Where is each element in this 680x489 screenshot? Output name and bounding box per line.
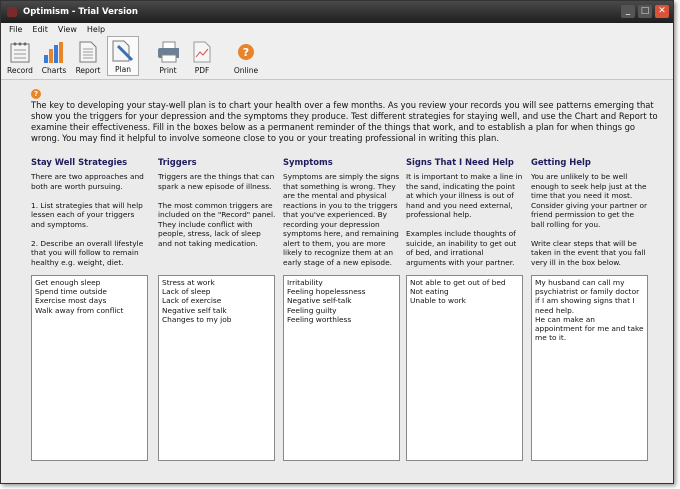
online-help-icon: ? <box>235 40 257 64</box>
menu-help[interactable]: Help <box>86 25 106 34</box>
column-description: Symptoms are simply the signs that somet… <box>283 172 400 267</box>
record-icon <box>9 40 31 64</box>
menu-edit[interactable]: Edit <box>32 25 48 34</box>
pdf-icon <box>191 40 213 64</box>
plan-button[interactable]: Plan <box>107 36 139 76</box>
online-label: Online <box>233 66 259 75</box>
close-button[interactable]: ✕ <box>655 5 669 18</box>
online-button[interactable]: ? Online <box>231 36 261 76</box>
column-stay-well: Stay Well Strategies There are two approa… <box>31 157 149 267</box>
column-title: Symptoms <box>283 157 333 167</box>
toolbar: Record Charts Report Plan Print PDF ? On… <box>1 36 673 80</box>
column-title: Stay Well Strategies <box>31 157 128 167</box>
menu-bar: File Edit View Help <box>1 23 673 36</box>
charts-icon <box>43 40 65 64</box>
column-description: There are two approaches and both are wo… <box>31 172 144 267</box>
column-getting-help: Getting Help You are unlikely to be well … <box>531 157 649 267</box>
menu-file[interactable]: File <box>9 25 23 34</box>
help-icon[interactable]: ? <box>31 89 41 99</box>
print-icon <box>157 40 179 64</box>
column-description: You are unlikely to be well enough to se… <box>531 172 648 267</box>
report-icon <box>77 40 99 64</box>
intro-text: The key to developing your stay-well pla… <box>31 100 658 143</box>
menu-view[interactable]: View <box>57 25 77 34</box>
record-button[interactable]: Record <box>5 36 35 76</box>
title-bar: Optimism - Trial Version _ □ ✕ <box>1 1 673 23</box>
column-title: Signs That I Need Help <box>406 157 514 167</box>
column-description: Triggers are the things that can spark a… <box>158 172 276 248</box>
pdf-label: PDF <box>194 66 210 75</box>
triggers-textarea[interactable]: Stress at work Lack of sleep Lack of exe… <box>158 275 275 461</box>
svg-text:?: ? <box>243 46 249 59</box>
getting-help-textarea[interactable]: My husband can call my psychiatrist or f… <box>531 275 648 461</box>
stay-well-strategies-textarea[interactable]: Get enough sleep Spend time outside Exer… <box>31 275 148 461</box>
report-button[interactable]: Report <box>73 36 103 76</box>
print-button[interactable]: Print <box>153 36 183 76</box>
plan-panel: ? The key to developing your stay-well p… <box>1 80 673 482</box>
maximize-button[interactable]: □ <box>638 5 652 18</box>
plan-icon <box>112 39 134 63</box>
column-title: Triggers <box>158 157 197 167</box>
column-triggers: Triggers Triggers are the things that can… <box>158 157 276 248</box>
column-signs: Signs That I Need Help It is important to… <box>406 157 524 267</box>
column-title: Getting Help <box>531 157 591 167</box>
plan-label: Plan <box>115 65 131 74</box>
symptoms-textarea[interactable]: Irritability Feeling hopelessness Negati… <box>283 275 400 461</box>
pdf-button[interactable]: PDF <box>187 36 217 76</box>
minimize-button[interactable]: _ <box>621 5 635 18</box>
charts-button[interactable]: Charts <box>39 36 69 76</box>
window-title: Optimism - Trial Version <box>23 7 138 17</box>
column-description: It is important to make a line in the sa… <box>406 172 523 267</box>
report-label: Report <box>75 66 101 75</box>
record-label: Record <box>7 66 33 75</box>
print-label: Print <box>159 66 177 75</box>
column-symptoms: Symptoms Symptoms are simply the signs th… <box>283 157 401 267</box>
app-icon <box>7 7 17 17</box>
signs-textarea[interactable]: Not able to get out of bed Not eating Un… <box>406 275 523 461</box>
charts-label: Charts <box>41 66 67 75</box>
